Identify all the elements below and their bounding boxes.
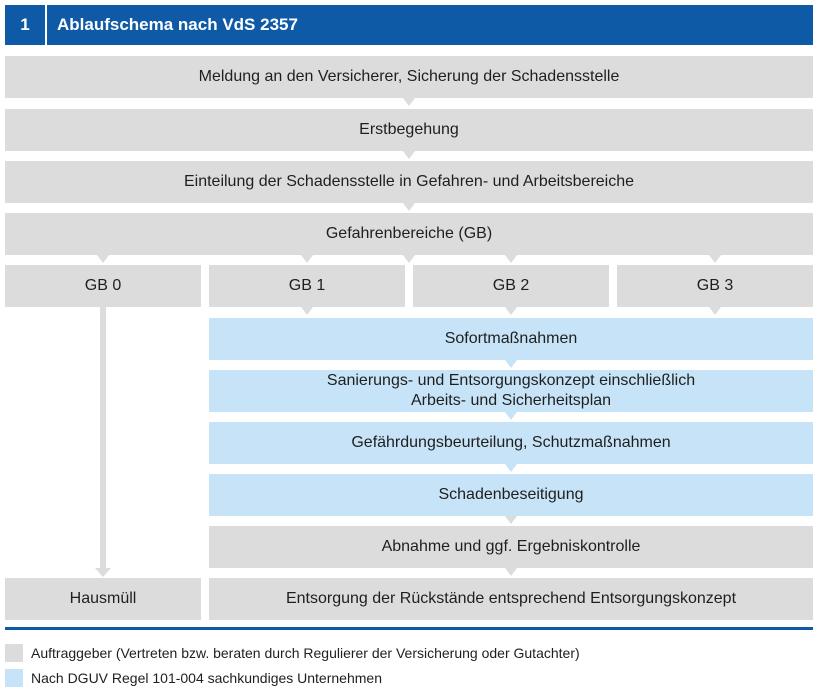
arrow-sofort-to-sanierung: [505, 360, 517, 368]
box-gb1: GB 1: [209, 265, 405, 307]
step-entsorgung: Entsorgung der Rückstände entsprechend E…: [209, 578, 813, 620]
arrow-gb3-to-sofort: [709, 307, 721, 315]
legend-blue-swatch: [5, 669, 23, 687]
legend-gray-swatch: [5, 644, 23, 662]
step-sofortmassnahmen: Sofortmaßnahmen: [209, 318, 813, 360]
legend-unternehmen: Nach DGUV Regel 101-004 sachkundiges Unt…: [5, 668, 382, 688]
arrow-gefahrenbereiche-to-gb1: [301, 255, 313, 263]
arrow-meldung-bottom: [403, 98, 415, 106]
gb0-vertical-connector: [100, 307, 106, 569]
step-einteilung: Einteilung der Schadensstelle in Gefahre…: [5, 161, 813, 203]
diagram-header: 1 Ablaufschema nach VdS 2357: [5, 5, 813, 45]
figure-number: 1: [5, 5, 47, 45]
arrow-abnahme-to-entsorgung: [505, 568, 517, 576]
arrow-gefaehrdung-to-schaden: [505, 464, 517, 472]
step-schadenbeseitigung: Schadenbeseitigung: [209, 474, 813, 516]
arrow-einteilung-to-gefahrenbereiche: [403, 255, 415, 263]
arrow-gefahrenbereiche-to-gb2: [505, 255, 517, 263]
arrow-meldung-to-erstbegehung: [403, 151, 415, 159]
step-sanierungskonzept: Sanierungs- und Entsorgungskonzept einsc…: [209, 370, 813, 412]
arrow-gb1-to-sofort: [301, 307, 313, 315]
arrow-gefahrenbereiche-to-gb0: [97, 255, 109, 263]
legend-auftraggeber: Auftraggeber (Vertreten bzw. beraten dur…: [5, 643, 580, 663]
arrow-gb0-to-hausmuell: [95, 568, 111, 577]
step-gefaehrdungsbeurteilung: Gefährdungsbeurteilung, Schutzmaßnahmen: [209, 422, 813, 464]
step-meldung: Meldung an den Versicherer, Sicherung de…: [5, 56, 813, 98]
arrow-erstbegehung-to-einteilung: [403, 203, 415, 211]
arrow-schaden-to-abnahme: [505, 516, 517, 524]
sanierungskonzept-line1: Sanierungs- und Entsorgungskonzept einsc…: [326, 372, 696, 389]
step-gefahrenbereiche: Gefahrenbereiche (GB): [5, 213, 813, 255]
legend-auftraggeber-label: Auftraggeber (Vertreten bzw. beraten dur…: [31, 645, 580, 661]
sanierungskonzept-line2: Arbeits- und Sicherheitsplan: [410, 392, 612, 409]
arrow-gb2-to-sofort: [505, 307, 517, 315]
step-erstbegehung: Erstbegehung: [5, 109, 813, 151]
arrow-gefahrenbereiche-to-gb3: [709, 255, 721, 263]
arrow-sanierung-to-gefaehrdung: [505, 412, 517, 420]
step-abnahme: Abnahme und ggf. Ergebniskontrolle: [209, 526, 813, 568]
diagram-title: Ablaufschema nach VdS 2357: [57, 15, 298, 34]
box-gb2: GB 2: [413, 265, 609, 307]
box-gb0: GB 0: [5, 265, 201, 307]
notch-meldung: [403, 98, 415, 106]
legend-unternehmen-label: Nach DGUV Regel 101-004 sachkundiges Unt…: [31, 670, 382, 686]
legend-divider: [5, 627, 813, 630]
step-hausmuell: Hausmüll: [5, 578, 201, 620]
box-gb3: GB 3: [617, 265, 813, 307]
